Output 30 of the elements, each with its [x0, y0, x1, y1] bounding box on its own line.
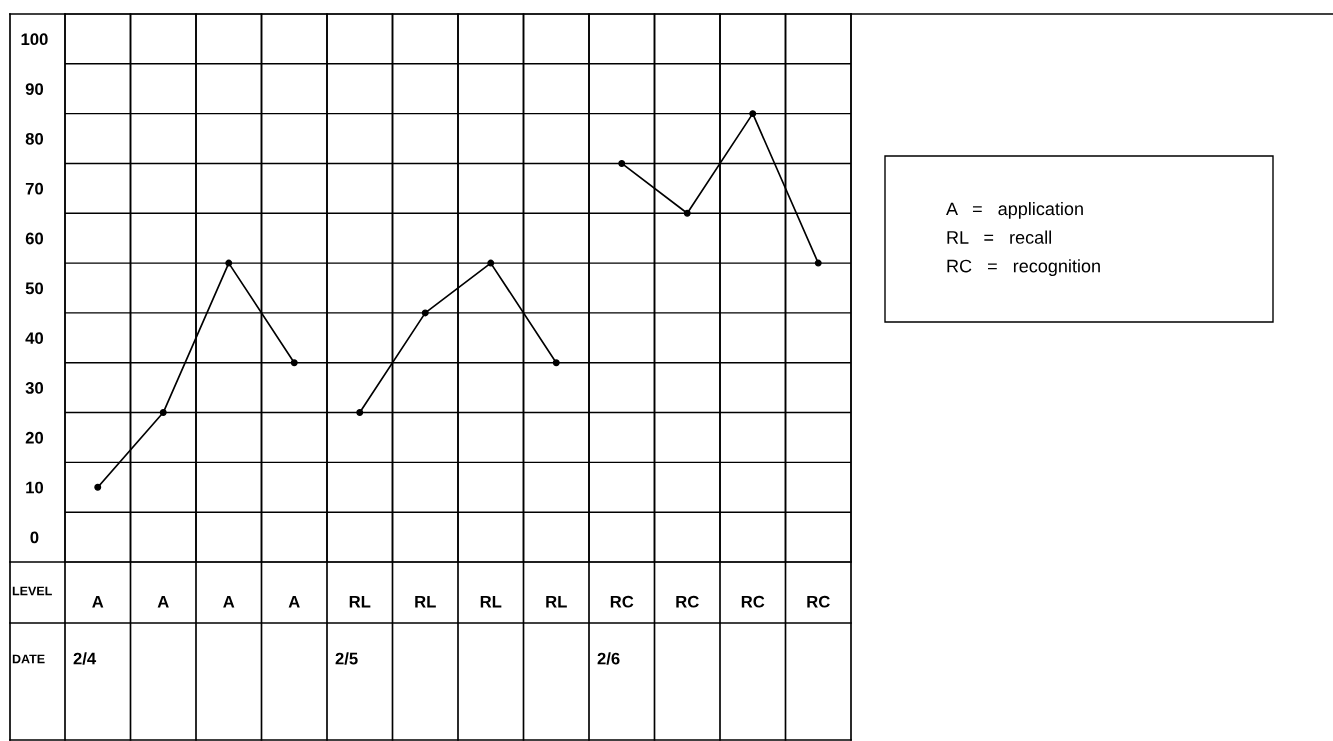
text: 2/6	[597, 652, 620, 665]
y-tick-label: 40	[25, 332, 44, 345]
y-tick-label: 20	[25, 431, 44, 444]
x-tick-label: A	[92, 595, 104, 608]
x-tick-label: RC	[807, 595, 830, 608]
point	[94, 483, 102, 491]
x-tick-label: RL	[480, 595, 502, 608]
x-tick-label: RC	[741, 595, 765, 608]
x-tick-label: RC	[676, 595, 699, 608]
x-tick-label: A	[288, 595, 300, 608]
x-tick-label: A	[157, 595, 169, 608]
y-tick-label: 100	[21, 33, 48, 46]
y-tick-label: 50	[25, 282, 44, 295]
x-tick-label: RL	[546, 595, 567, 608]
y-tick-label: 90	[25, 83, 44, 95]
y-tick-label: 10	[26, 481, 44, 494]
text: A = application RL = recall RC = recognition	[946, 201, 1100, 277]
x-tick-label: RL	[415, 595, 436, 608]
y-tick-label: 60	[25, 232, 44, 245]
y-tick-label: 0	[30, 531, 39, 544]
y-tick-label: 80	[25, 132, 44, 145]
x-tick-label: RL	[349, 595, 371, 608]
y-tick-label: 70	[25, 182, 44, 195]
y-tick-label: 30	[25, 382, 44, 394]
x-axis-title: LEVEL	[12, 586, 52, 596]
x-tick-label: RC	[610, 595, 634, 608]
x-tick-label: A	[223, 595, 235, 608]
text: DATE	[12, 654, 45, 664]
text: 2/4	[73, 652, 97, 665]
text: 2/5	[335, 652, 358, 665]
